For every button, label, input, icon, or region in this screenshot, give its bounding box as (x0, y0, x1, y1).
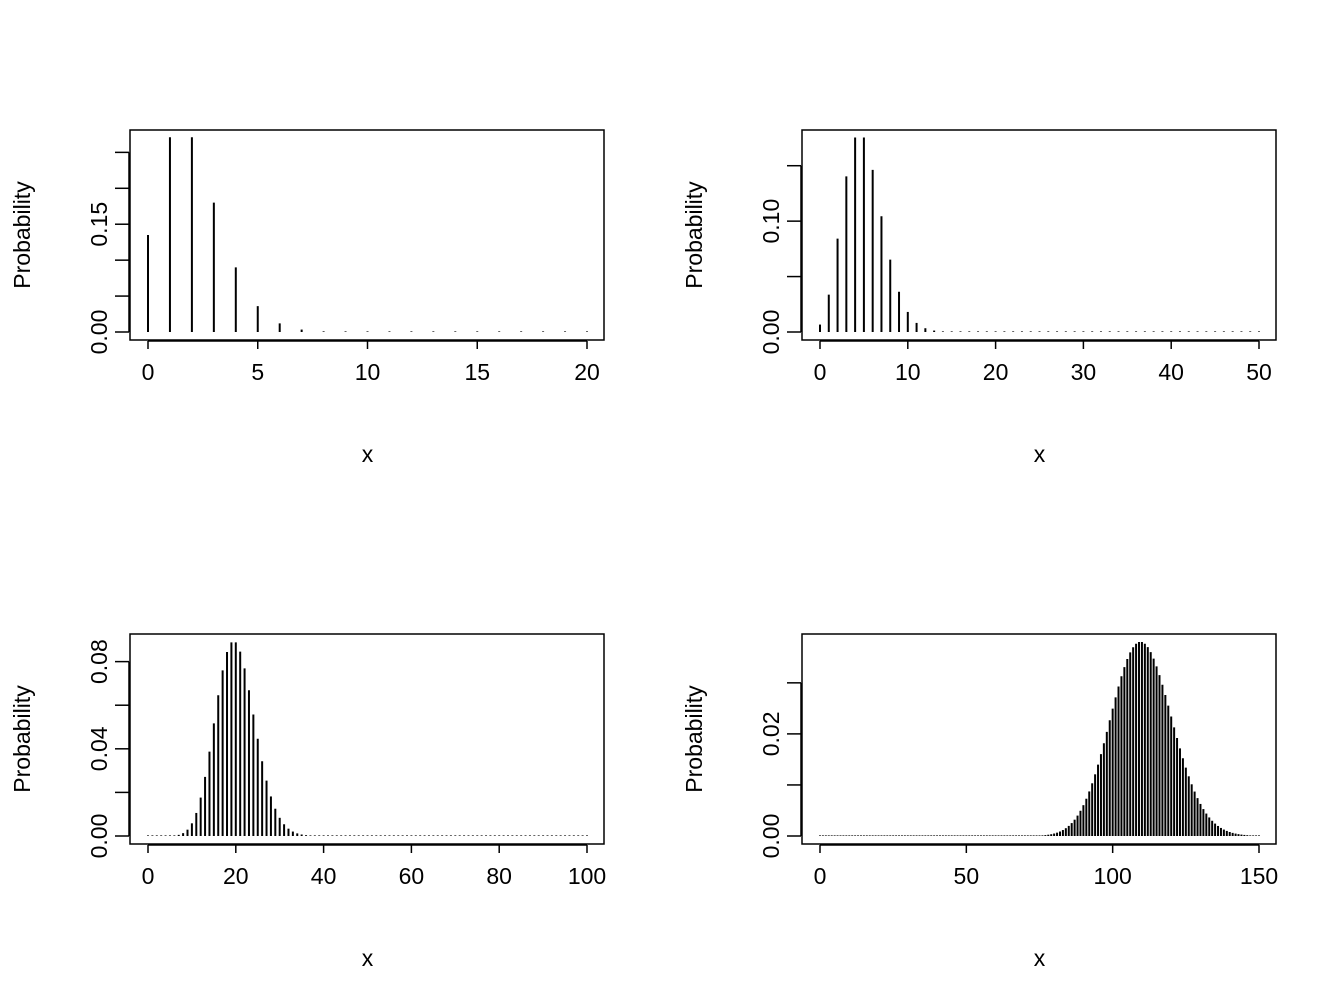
x-tick-label: 0 (814, 863, 827, 889)
x-tick-label: 40 (311, 863, 337, 889)
y-axis: 0.00 0.02 Probability (681, 682, 802, 859)
x-tick-label: 50 (1246, 359, 1272, 385)
x-tick-label: 100 (568, 863, 606, 889)
plot-frame (801, 633, 1277, 845)
chart-panel-bottom-left: 0 20 40 60 80 100 x 0.00 0.04 0.08 Probability (9, 633, 606, 971)
x-tick-label: 5 (251, 359, 264, 385)
x-axis-title: x (1034, 441, 1046, 467)
y-tick-label: 0.08 (86, 639, 112, 684)
y-axis-title: Probability (681, 685, 707, 793)
x-axis-title: x (1034, 945, 1046, 971)
x-axis-title: x (362, 441, 374, 467)
x-axis: 0 20 40 60 80 100 x (142, 844, 606, 971)
x-tick-label: 0 (142, 359, 155, 385)
x-tick-label: 15 (464, 359, 490, 385)
y-axis-title: Probability (9, 685, 35, 793)
y-tick-label: 0.00 (86, 814, 112, 859)
x-tick-label: 0 (142, 863, 155, 889)
y-tick-label: 0.04 (86, 726, 112, 771)
y-tick-label: 0.00 (758, 310, 784, 355)
x-axis: 0 5 10 15 20 x (142, 340, 600, 467)
x-tick-label: 150 (1240, 863, 1278, 889)
x-tick-label: 20 (223, 863, 249, 889)
y-axis-title: Probability (681, 181, 707, 289)
y-tick-label: 0.00 (758, 814, 784, 859)
y-tick-label: 0.00 (86, 310, 112, 355)
plot-frame (129, 129, 605, 341)
x-tick-label: 10 (895, 359, 921, 385)
y-tick-label: 0.02 (758, 712, 784, 757)
y-tick-label: 0.10 (758, 199, 784, 244)
x-tick-label: 0 (814, 359, 827, 385)
x-tick-label: 80 (486, 863, 512, 889)
chart-panel-top-left: 0 5 10 15 20 x 0.00 0.15 Probability (9, 129, 605, 467)
plot-frame (129, 633, 605, 845)
chart-panel-top-right: 0 10 20 30 40 50 x 0.00 0.10 Probability (681, 129, 1277, 467)
x-tick-label: 100 (1093, 863, 1131, 889)
chart-panel-bottom-right: 0 50 100 150 x 0.00 0.02 Probability (681, 633, 1278, 971)
x-tick-label: 60 (399, 863, 425, 889)
y-tick-label: 0.15 (86, 202, 112, 247)
x-tick-label: 20 (983, 359, 1009, 385)
y-axis: 0.00 0.15 Probability (9, 151, 130, 355)
x-axis: 0 10 20 30 40 50 x (814, 340, 1272, 467)
x-tick-label: 10 (355, 359, 381, 385)
x-tick-label: 20 (574, 359, 600, 385)
y-axis-title: Probability (9, 181, 35, 289)
x-axis-title: x (362, 945, 374, 971)
y-axis: 0.00 0.04 0.08 Probability (9, 639, 130, 859)
x-tick-label: 40 (1158, 359, 1184, 385)
x-axis: 0 50 100 150 x (814, 844, 1278, 971)
plot-frame (801, 129, 1277, 341)
x-tick-label: 30 (1071, 359, 1097, 385)
x-tick-label: 50 (954, 863, 980, 889)
y-axis: 0.00 0.10 Probability (681, 164, 802, 355)
